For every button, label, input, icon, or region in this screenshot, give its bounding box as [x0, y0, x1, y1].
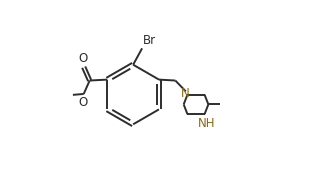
Text: Br: Br [143, 34, 156, 47]
Text: O: O [78, 96, 87, 109]
Text: O: O [78, 52, 87, 65]
Text: N: N [181, 87, 189, 100]
Text: NH: NH [198, 117, 215, 130]
